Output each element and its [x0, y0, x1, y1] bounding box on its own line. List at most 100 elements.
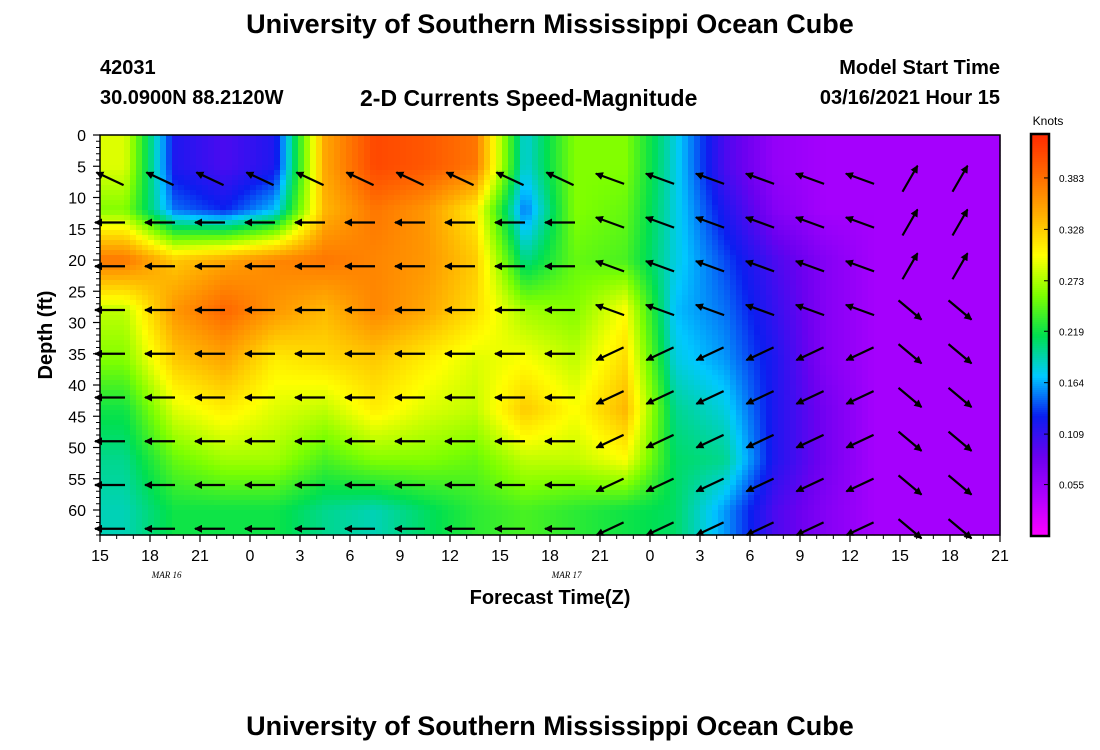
colorbar-segment — [1031, 456, 1049, 459]
colorbar-segment — [1031, 502, 1049, 505]
colorbar-segment — [1031, 500, 1049, 503]
colorbar-segment — [1031, 520, 1049, 523]
colorbar-segment — [1031, 472, 1049, 475]
colorbar-segment — [1031, 192, 1049, 195]
current-vector-arrow — [645, 477, 675, 493]
colorbar-segment — [1031, 460, 1049, 463]
colorbar-segment — [1031, 312, 1049, 315]
colorbar-segment — [1031, 446, 1049, 449]
colorbar-segment — [1031, 210, 1049, 213]
current-vector-arrow — [951, 208, 969, 237]
colorbar-segment — [1031, 474, 1049, 477]
current-vector-arrow — [947, 474, 973, 496]
colorbar-segment — [1031, 398, 1049, 401]
colorbar-segment — [1031, 290, 1049, 293]
colorbar-segment — [1031, 292, 1049, 295]
x-tick-label: 21 — [591, 548, 609, 565]
colorbar-segment — [1031, 532, 1049, 535]
colorbar-segment — [1031, 252, 1049, 255]
colorbar-segment — [1031, 150, 1049, 153]
colorbar-segment — [1031, 180, 1049, 183]
colorbar-segment — [1031, 452, 1049, 455]
colorbar-segment — [1031, 288, 1049, 291]
current-vector-arrow — [844, 172, 875, 185]
colorbar-segment — [1031, 242, 1049, 245]
heatmap-cells — [100, 135, 1001, 536]
colorbar-segment — [1031, 462, 1049, 465]
x-tick-label: 6 — [746, 548, 755, 565]
colorbar-segment — [1031, 250, 1049, 253]
colorbar-segment — [1031, 322, 1049, 325]
colorbar-segment — [1031, 316, 1049, 319]
current-vector-arrow — [795, 477, 825, 493]
colorbar-segment — [1031, 418, 1049, 421]
colorbar-segment — [1031, 464, 1049, 467]
colorbar-segment — [1031, 306, 1049, 309]
colorbar-segment — [1031, 436, 1049, 439]
colorbar-segment — [1031, 206, 1049, 209]
colorbar-segment — [1031, 396, 1049, 399]
colorbar-segment — [1031, 186, 1049, 189]
colorbar-segment — [1031, 144, 1049, 147]
current-vector-arrow — [595, 521, 625, 537]
current-vector-arrow — [795, 390, 825, 405]
current-vector-arrow — [897, 474, 923, 496]
current-vector-arrow — [195, 171, 225, 187]
colorbar-segment — [1031, 522, 1049, 525]
colorbar-segment — [1031, 148, 1049, 151]
colorbar-segment — [1031, 392, 1049, 395]
colorbar-segment — [1031, 228, 1049, 231]
colorbar-segment — [1031, 270, 1049, 273]
colorbar-segment — [1031, 236, 1049, 239]
colorbar-segment — [1031, 384, 1049, 387]
colorbar-segment — [1031, 488, 1049, 491]
colorbar-tick-label: 0.328 — [1059, 225, 1084, 236]
x-tick-label: 15 — [891, 548, 909, 565]
colorbar-segment — [1031, 184, 1049, 187]
current-vector-arrow — [844, 259, 875, 273]
colorbar-segment — [1031, 294, 1049, 297]
current-vector-arrow — [594, 216, 625, 229]
x-tick-label: 12 — [841, 548, 859, 565]
colorbar-segment — [1031, 512, 1049, 515]
colorbar-segment — [1031, 336, 1049, 339]
current-vector-arrow — [897, 343, 923, 365]
y-tick-label: 50 — [68, 441, 86, 458]
colorbar-segment — [1031, 232, 1049, 235]
y-tick-label: 20 — [68, 253, 86, 270]
colorbar-segment — [1031, 410, 1049, 413]
colorbar-segment — [1031, 450, 1049, 453]
colorbar-segment — [1031, 266, 1049, 269]
colorbar-segment — [1031, 152, 1049, 155]
colorbar-segment — [1031, 224, 1049, 227]
colorbar-segment — [1031, 220, 1049, 223]
plot-axes: 15 18 21 0 3 6 9 12 15 18 21 0 3 6 9 12 15 18 21 MAR 16 MAR … — [35, 128, 1009, 609]
current-vector-arrow — [795, 521, 825, 537]
current-vector-arrow — [645, 390, 675, 405]
colorbar-segment — [1031, 166, 1049, 169]
current-vector-arrow — [744, 303, 775, 317]
colorbar-segment — [1031, 434, 1049, 437]
colorbar-segment — [1031, 338, 1049, 341]
colorbar-segment — [1031, 476, 1049, 479]
colorbar-segment — [1031, 402, 1049, 405]
current-vector-arrow — [951, 252, 969, 280]
current-vector-arrow — [794, 216, 825, 229]
colorbar-segment — [1031, 344, 1049, 347]
station-id: 42031 — [100, 57, 156, 79]
current-vector-arrow — [695, 390, 725, 405]
colorbar-segment — [1031, 486, 1049, 489]
colorbar-segment — [1031, 256, 1049, 259]
current-vector-arrow — [795, 433, 825, 449]
x-tick-label: 21 — [191, 548, 209, 565]
y-tick-label: 30 — [68, 316, 86, 333]
colorbar-segment — [1031, 218, 1049, 221]
colorbar-segment — [1031, 260, 1049, 263]
x-tick-label: 9 — [396, 548, 405, 565]
model-start-label: Model Start Time — [839, 57, 1000, 79]
x-tick-label: 3 — [296, 548, 305, 565]
colorbar-segment — [1031, 272, 1049, 275]
current-vector-arrow — [694, 216, 725, 229]
current-vector-arrow — [901, 252, 919, 280]
colorbar-frame — [1029, 132, 1051, 538]
